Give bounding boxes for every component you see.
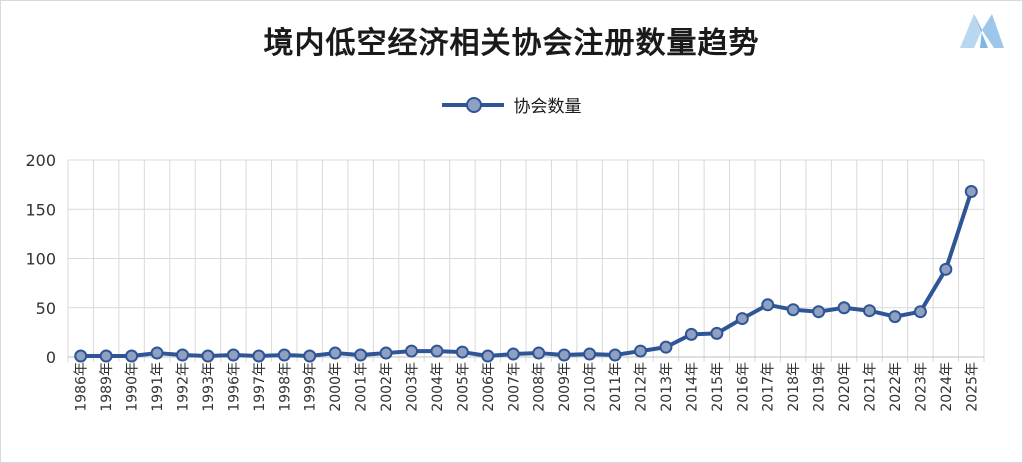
x-tick-label: 2001年 bbox=[354, 362, 370, 412]
data-point bbox=[303, 349, 317, 363]
y-tick-label: 150 bbox=[25, 200, 56, 219]
data-point bbox=[201, 349, 215, 363]
x-tick-label: 1990年 bbox=[125, 362, 141, 412]
data-point bbox=[634, 344, 647, 358]
x-tick-label: 2018年 bbox=[786, 362, 802, 412]
x-tick-label: 2013年 bbox=[659, 362, 675, 412]
data-point bbox=[684, 327, 698, 341]
x-tick-label: 1999年 bbox=[303, 362, 319, 412]
y-tick-label: 200 bbox=[25, 151, 56, 170]
legend: 协会数量 bbox=[0, 92, 1023, 117]
x-tick-label: 1996年 bbox=[226, 362, 242, 412]
x-tick-label: 2024年 bbox=[939, 362, 955, 412]
x-tick-label: 2005年 bbox=[455, 362, 471, 412]
y-tick-label: 50 bbox=[36, 299, 56, 318]
data-point bbox=[710, 326, 724, 340]
data-point bbox=[455, 345, 469, 359]
x-tick-label: 2009年 bbox=[557, 362, 573, 412]
data-point bbox=[735, 312, 749, 326]
x-tick-label: 2012年 bbox=[634, 362, 650, 412]
data-point bbox=[939, 262, 953, 276]
data-point bbox=[150, 346, 164, 360]
data-point bbox=[176, 348, 189, 362]
data-point bbox=[354, 348, 368, 362]
x-tick-label: 1997年 bbox=[252, 362, 268, 412]
data-point bbox=[964, 185, 978, 199]
x-tick-label: 2004年 bbox=[430, 362, 446, 412]
x-tick-label: 2020年 bbox=[837, 362, 853, 412]
data-point bbox=[659, 340, 673, 354]
x-tick-label: 2008年 bbox=[532, 362, 548, 412]
data-point bbox=[226, 348, 240, 362]
data-point bbox=[608, 348, 622, 362]
x-tick-label: 1998年 bbox=[277, 362, 293, 412]
data-point bbox=[786, 303, 800, 317]
data-point bbox=[583, 347, 597, 361]
x-tick-label: 2002年 bbox=[379, 362, 395, 412]
data-point bbox=[252, 349, 266, 363]
data-point bbox=[481, 349, 495, 363]
x-tick-label: 2022年 bbox=[888, 362, 904, 412]
data-point bbox=[379, 346, 393, 360]
data-point bbox=[328, 346, 342, 360]
data-point bbox=[277, 348, 291, 362]
x-tick-label: 1991年 bbox=[150, 362, 166, 412]
data-point bbox=[557, 348, 571, 362]
x-tick-label: 2015年 bbox=[710, 362, 726, 412]
brand-logo-icon bbox=[960, 14, 1004, 48]
x-tick-label: 2003年 bbox=[405, 362, 421, 412]
x-tick-label: 1986年 bbox=[74, 362, 90, 412]
x-tick-label: 1992年 bbox=[176, 362, 192, 412]
x-tick-label: 2014年 bbox=[684, 362, 700, 412]
x-tick-label: 2011年 bbox=[608, 362, 624, 412]
x-tick-label: 2025年 bbox=[964, 362, 980, 412]
x-tick-label: 2006年 bbox=[481, 362, 497, 412]
x-tick-label: 2019年 bbox=[812, 362, 828, 412]
x-tick-label: 2000年 bbox=[328, 362, 344, 412]
y-tick-label: 0 bbox=[46, 348, 56, 367]
data-point bbox=[506, 347, 520, 361]
data-point bbox=[812, 305, 826, 319]
data-point bbox=[863, 304, 876, 318]
data-point bbox=[913, 305, 927, 319]
data-point bbox=[430, 344, 444, 358]
x-tick-label: 2010年 bbox=[583, 362, 599, 412]
data-point bbox=[761, 298, 775, 312]
x-tick-label: 2016年 bbox=[735, 362, 751, 412]
legend-marker bbox=[465, 96, 482, 113]
x-tick-label: 1989年 bbox=[99, 362, 115, 412]
data-point bbox=[532, 346, 546, 360]
x-tick-label: 2007年 bbox=[506, 362, 522, 412]
x-tick-label: 2021年 bbox=[863, 362, 879, 412]
data-point bbox=[99, 349, 113, 363]
y-tick-label: 100 bbox=[25, 250, 56, 269]
data-point bbox=[837, 301, 851, 315]
legend-label: 协会数量 bbox=[513, 97, 582, 117]
data-point bbox=[405, 344, 418, 358]
data-point bbox=[125, 349, 139, 363]
legend-swatch bbox=[441, 96, 504, 113]
data-point bbox=[74, 349, 88, 363]
x-tick-label: 2023年 bbox=[913, 362, 929, 412]
chart-title: 境内低空经济相关协会注册数量趋势 bbox=[263, 26, 760, 61]
data-point bbox=[888, 310, 902, 324]
x-tick-label: 2017年 bbox=[761, 362, 777, 412]
x-tick-label: 1993年 bbox=[201, 362, 217, 412]
